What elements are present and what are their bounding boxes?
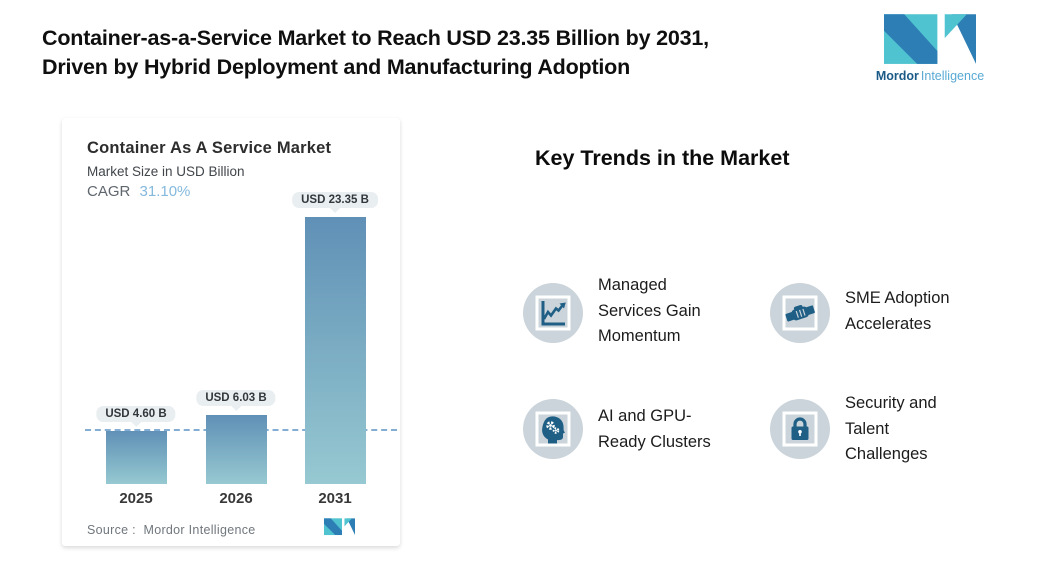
trend-label: Managed Services Gain Momentum — [598, 276, 701, 345]
bar-2031 — [304, 217, 366, 484]
bar-2025 — [105, 431, 167, 484]
key-trends-heading: Key Trends in the Market — [535, 146, 790, 170]
trend-label: SME Adoption Accelerates — [845, 289, 950, 333]
year-label-2026: 2026 — [219, 490, 253, 507]
trend-label: Security and Talent Challenges — [845, 394, 937, 463]
cagr-label: CAGR — [87, 183, 131, 200]
brand-name: Mordor Intelligence — [874, 69, 986, 83]
chart-cagr: CAGR 31.10% — [87, 183, 190, 200]
year-label-2031: 2031 — [318, 490, 352, 507]
brand-name-bold: Mordor — [875, 69, 919, 83]
bar-chart-plot: USD 4.60 B 2025 USD 6.03 B 2026 USD 23.35 B 2… — [62, 118, 400, 546]
line-chart-icon — [523, 283, 583, 343]
handshake-icon — [770, 283, 830, 343]
cagr-value: 31.10% — [139, 183, 191, 200]
year-label-2025: 2025 — [119, 490, 153, 507]
source-label: Source : Mordor Intelligence — [87, 523, 256, 537]
source-row: Source : Mordor Intelligence — [87, 518, 377, 539]
value-label-2026: USD 6.03 B — [196, 390, 276, 407]
lock-icon — [770, 399, 830, 459]
mordor-m-icon-small — [324, 518, 355, 536]
trend-label: AI and GPU- Ready Clusters — [598, 407, 711, 451]
value-label-2031: USD 23.35 B — [292, 192, 378, 208]
mordor-logo: Mordor Intelligence — [874, 14, 986, 83]
page-title: Container-as-a-Service Market to Reach U… — [42, 24, 862, 82]
chart-subtitle: Market Size in USD Billion — [87, 164, 245, 179]
page-title-line-2: Driven by Hybrid Deployment and Manufact… — [42, 55, 631, 79]
chart-title: Container As A Service Market — [87, 139, 332, 157]
bar-2026 — [205, 415, 267, 484]
page-title-line-1: Container-as-a-Service Market to Reach U… — [42, 26, 709, 50]
market-chart-card: Container As A Service Market Market Siz… — [62, 118, 400, 546]
ai-head-icon — [523, 399, 583, 459]
brand-name-light: Intelligence — [920, 69, 985, 83]
mordor-m-icon — [884, 14, 976, 64]
value-label-2025: USD 4.60 B — [96, 406, 176, 423]
